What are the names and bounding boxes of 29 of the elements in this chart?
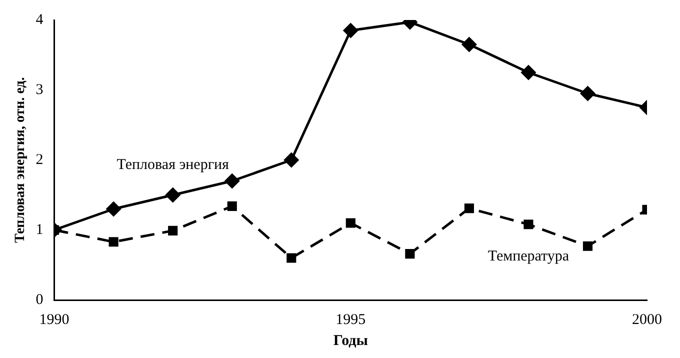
point <box>582 241 593 251</box>
point <box>521 65 536 80</box>
series-label: Температура <box>488 248 570 264</box>
point <box>405 249 415 259</box>
y-tick-label: 2 <box>36 152 44 168</box>
point <box>284 152 299 168</box>
y-tick-label: 1 <box>36 222 44 238</box>
point <box>580 86 595 101</box>
point <box>224 174 240 188</box>
point <box>106 202 121 216</box>
point <box>464 204 474 214</box>
point <box>524 220 534 230</box>
series-label: Тепловая энергия <box>116 156 230 173</box>
point <box>343 23 358 38</box>
x-axis-title: Годы <box>333 332 368 349</box>
y-axis-title: Тепловая энергия, отн. ед. <box>13 77 28 243</box>
point <box>108 237 118 247</box>
y-tick-label: 0 <box>36 292 44 308</box>
point <box>166 188 180 202</box>
point <box>462 37 476 52</box>
x-tick-label: 1990 <box>39 312 70 328</box>
point <box>227 201 237 211</box>
point <box>168 226 178 236</box>
point <box>346 218 356 228</box>
y-tick-label: 3 <box>36 82 44 98</box>
x-tick-label: 2000 <box>632 312 662 328</box>
point <box>286 253 296 263</box>
x-tick-label: 1995 <box>336 312 366 328</box>
y-tick-label: 4 <box>36 12 44 28</box>
